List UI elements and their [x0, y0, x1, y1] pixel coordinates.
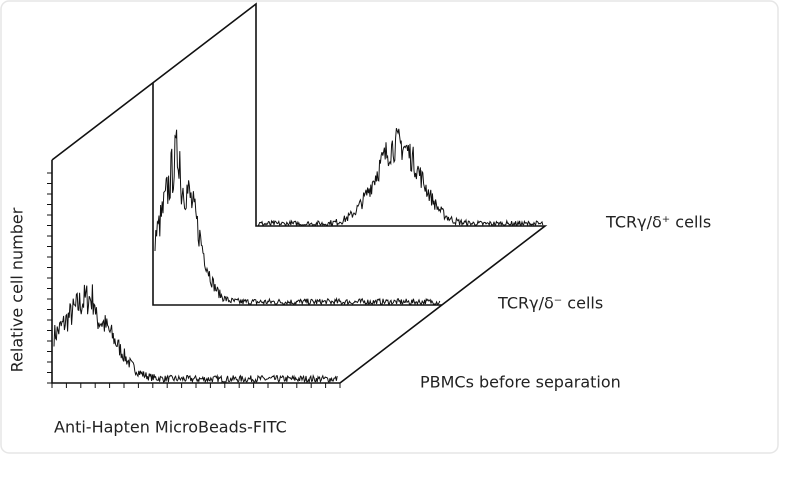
histogram-trace	[154, 129, 441, 306]
histogram-label: PBMCs before separation	[420, 373, 621, 392]
histogram-trace	[53, 284, 338, 384]
y-axis-label: Relative cell number	[8, 207, 27, 372]
histogram-label: TCRγ/δ⁻ cells	[497, 294, 603, 313]
histogram-label: TCRγ/δ⁺ cells	[605, 213, 711, 232]
histogram-trace	[258, 128, 544, 227]
card	[0, 0, 779, 454]
traces	[53, 128, 544, 384]
ticks	[47, 172, 341, 388]
middle-frame	[152, 83, 442, 306]
x-axis-label: Anti-Hapten MicroBeads-FITC	[54, 418, 287, 437]
